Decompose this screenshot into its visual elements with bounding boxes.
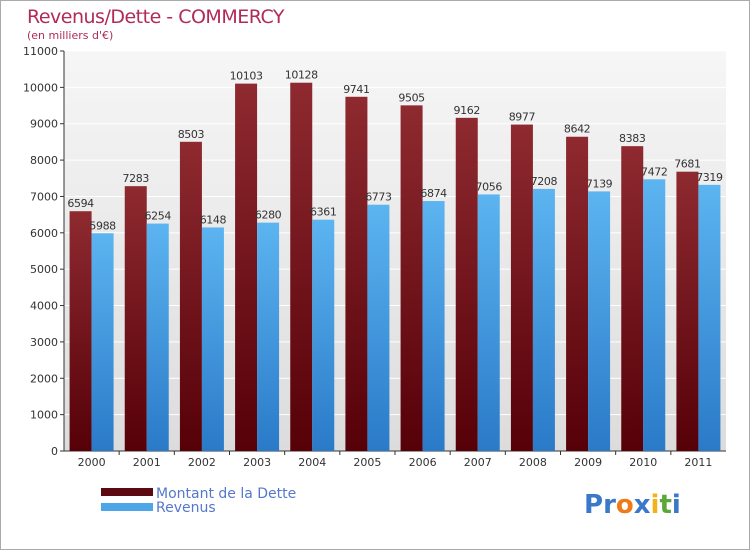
- data-label-debt: 10128: [285, 69, 318, 82]
- legend-label-debt: Montant de la Dette: [156, 486, 297, 502]
- data-label-revenue: 6280: [255, 209, 282, 222]
- data-label-revenue: 6874: [420, 187, 447, 200]
- y-tick-label: 10000: [23, 81, 58, 94]
- bar-revenue: [91, 233, 114, 451]
- logo-letter: o: [615, 490, 634, 520]
- y-tick-label: 1000: [30, 409, 58, 422]
- bar-debt: [179, 141, 202, 452]
- bar-debt: [235, 83, 258, 452]
- x-tick-label: 2008: [519, 456, 547, 469]
- data-label-debt: 8503: [178, 128, 205, 141]
- logo-letter: x: [633, 490, 651, 520]
- data-label-debt: 9505: [398, 91, 425, 104]
- data-label-revenue: 6361: [310, 206, 336, 219]
- logo-letter: i: [671, 490, 681, 520]
- bar-debt: [455, 117, 478, 451]
- y-tick-label: 7000: [30, 190, 58, 203]
- data-label-revenue: 7472: [641, 165, 667, 178]
- y-tick-label: 6000: [30, 227, 58, 240]
- bar-debt: [124, 186, 147, 451]
- x-tick-label: 2000: [78, 456, 106, 469]
- x-tick-label: 2010: [629, 456, 657, 469]
- bar-revenue: [588, 191, 611, 451]
- data-label-debt: 8642: [564, 123, 590, 136]
- legend-swatch-revenue: [101, 503, 153, 511]
- x-tick-label: 2001: [133, 456, 161, 469]
- bar-debt: [510, 124, 533, 452]
- data-label-revenue: 7319: [696, 171, 723, 184]
- data-label-debt: 6594: [67, 197, 94, 210]
- bar-revenue: [643, 179, 666, 452]
- bar-debt: [400, 105, 423, 451]
- data-label-debt: 9162: [454, 104, 480, 117]
- y-tick-label: 5000: [30, 263, 58, 276]
- data-label-debt: 8383: [619, 132, 646, 145]
- proxiti-logo: Proxiti: [584, 490, 681, 520]
- x-tick-label: 2003: [243, 456, 271, 469]
- y-tick-label: 4000: [30, 300, 58, 313]
- bar-debt: [345, 96, 368, 452]
- bar-revenue: [422, 201, 445, 451]
- y-tick-label: 2000: [30, 372, 58, 385]
- y-tick-label: 3000: [30, 336, 58, 349]
- bar-revenue: [146, 223, 169, 451]
- data-label-revenue: 7208: [531, 175, 558, 188]
- x-tick-label: 2007: [464, 456, 492, 469]
- y-tick-label: 8000: [30, 154, 58, 167]
- x-tick-label: 2009: [574, 456, 602, 469]
- x-tick-label: 2002: [188, 456, 216, 469]
- bar-debt: [621, 146, 644, 451]
- data-label-revenue: 7056: [476, 180, 503, 193]
- x-tick-label: 2006: [409, 456, 437, 469]
- bar-revenue: [312, 219, 335, 451]
- logo-letter: r: [603, 490, 616, 520]
- data-label-debt: 7283: [123, 172, 150, 185]
- x-tick-label: 2004: [298, 456, 326, 469]
- bar-debt: [69, 211, 92, 451]
- logo-letter: i: [650, 490, 660, 520]
- data-label-debt: 9741: [343, 83, 369, 96]
- plot-area: [64, 51, 726, 451]
- chart-subtitle: (en milliers d'€): [27, 29, 114, 42]
- bar-debt: [290, 82, 313, 451]
- y-tick-label: 9000: [30, 118, 58, 131]
- data-label-revenue: 6773: [365, 191, 392, 204]
- data-label-revenue: 6254: [145, 210, 172, 223]
- data-label-debt: 8977: [509, 111, 536, 124]
- bar-revenue: [201, 227, 224, 451]
- logo-letter: t: [659, 490, 672, 520]
- data-label-revenue: 5988: [89, 219, 116, 232]
- bar-debt: [566, 136, 589, 451]
- x-tick-label: 2011: [684, 456, 712, 469]
- data-label-debt: 10103: [230, 70, 263, 83]
- bar-revenue: [367, 204, 390, 451]
- logo-letter: P: [584, 490, 604, 520]
- y-tick-label: 11000: [23, 45, 58, 58]
- chart-title: Revenus/Dette - COMMERCY: [27, 6, 285, 28]
- y-tick-label: 0: [51, 445, 58, 458]
- legend-label-revenue: Revenus: [156, 500, 216, 516]
- data-label-revenue: 7139: [586, 177, 613, 190]
- bar-revenue: [698, 184, 721, 451]
- bar-revenue: [477, 194, 500, 451]
- data-label-debt: 7681: [674, 158, 700, 171]
- legend-swatch-debt: [101, 488, 153, 496]
- bar-revenue: [257, 222, 280, 451]
- bar-debt: [676, 171, 699, 451]
- data-label-revenue: 6148: [200, 213, 227, 226]
- x-tick-label: 2005: [353, 456, 381, 469]
- bar-revenue: [532, 188, 555, 451]
